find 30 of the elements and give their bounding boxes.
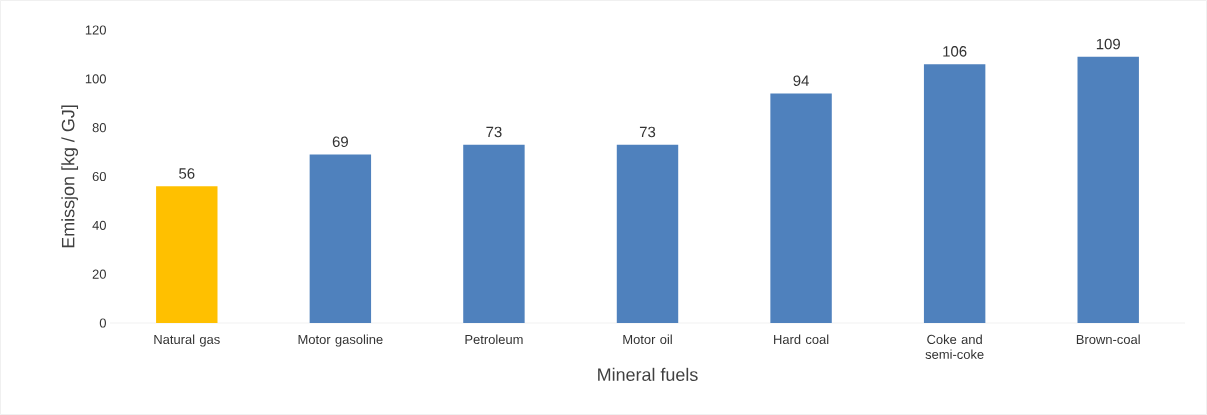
x-axis-title: Mineral fuels (598, 367, 698, 381)
data-label: 69 (332, 136, 348, 147)
data-label: 106 (943, 46, 967, 57)
y-tick-label: 120 (85, 25, 106, 35)
bar (1077, 56, 1139, 323)
data-label: 73 (639, 126, 656, 138)
x-tick-label: Hard coal (774, 334, 829, 345)
bar (923, 64, 986, 323)
x-tick-label: Petroleum (465, 334, 523, 345)
bar (770, 93, 832, 323)
data-label: 56 (179, 168, 195, 179)
data-label: 94 (793, 75, 809, 86)
x-tick-label: Coke and semi-coke (925, 334, 984, 359)
bar (616, 144, 679, 323)
data-label: 73 (486, 126, 502, 138)
bar (463, 144, 525, 323)
y-tick-label: 80 (92, 123, 106, 133)
bar (156, 186, 218, 323)
x-tick-label: Motor gasoline (298, 334, 383, 347)
y-axis-title: Emissjon [kg / GJ] (61, 105, 79, 248)
data-label: 109 (1096, 38, 1120, 50)
y-tick-label: 20 (92, 269, 106, 279)
bar (309, 154, 372, 323)
x-tick-label: Motor oil (623, 334, 672, 345)
y-tick-label: 60 (92, 171, 106, 182)
x-tick-label: Brown-coal (1076, 334, 1140, 345)
x-tick-label: Natural gas (154, 334, 220, 347)
y-tick-label: 40 (92, 220, 106, 230)
y-tick-label: 0 (99, 318, 106, 328)
y-tick-label: 100 (85, 74, 106, 84)
